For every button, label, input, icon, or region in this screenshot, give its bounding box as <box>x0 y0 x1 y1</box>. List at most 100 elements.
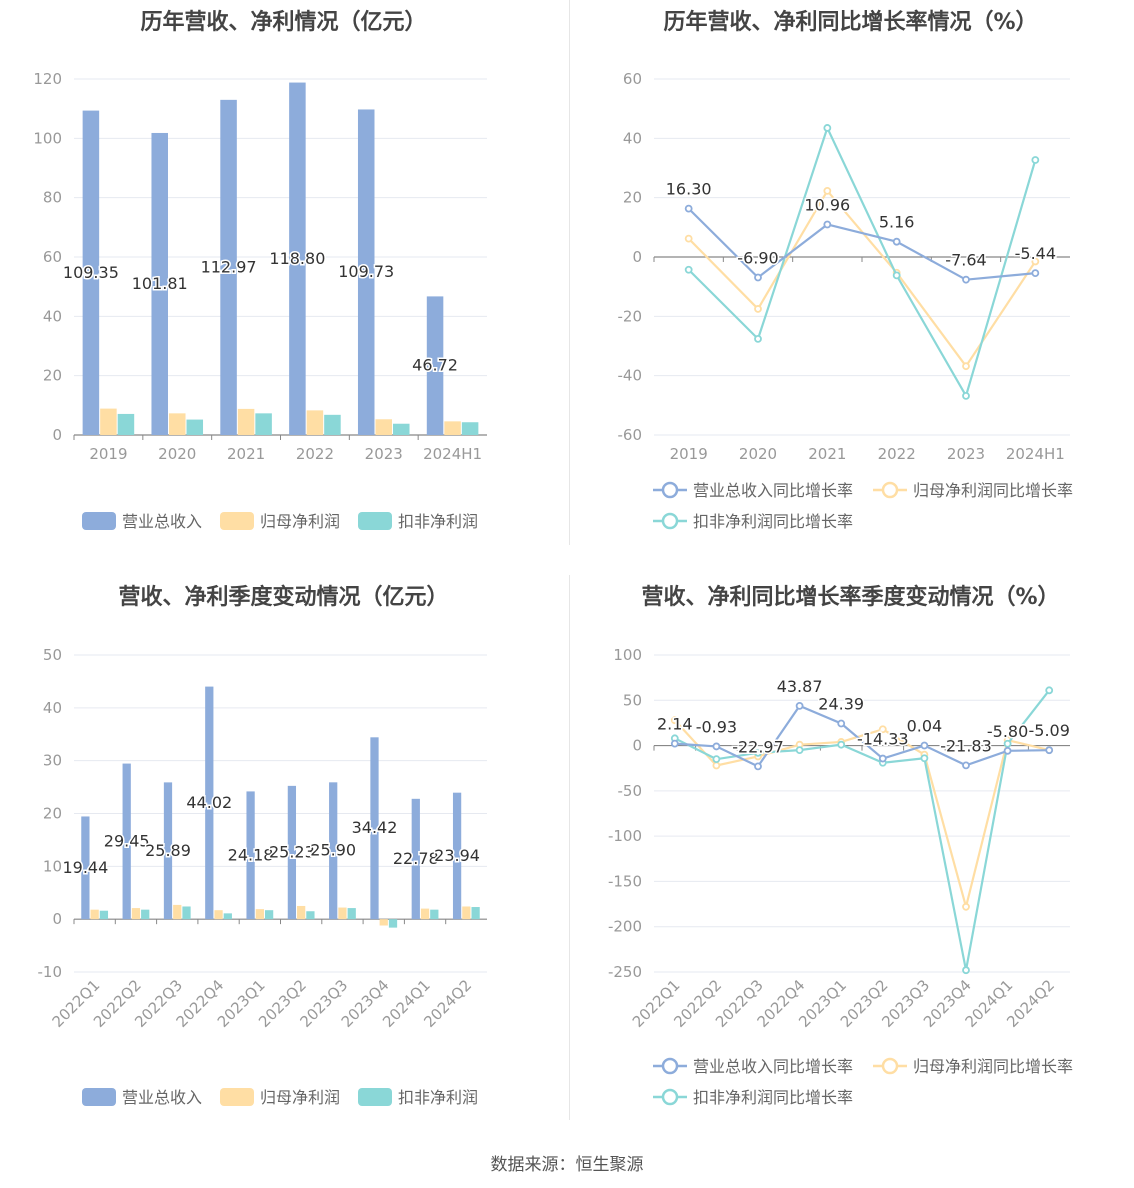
series-line <box>687 207 1036 281</box>
series-point <box>795 746 804 755</box>
bar <box>90 909 99 920</box>
legend-marker <box>661 1057 679 1075</box>
series-point <box>962 275 970 284</box>
bar <box>347 908 356 920</box>
series-point <box>754 334 762 343</box>
series-point <box>823 186 832 195</box>
bar-value-label: 46.72 <box>412 356 458 375</box>
point-value-label: 2.14 <box>657 715 693 734</box>
y-tick-label: 10 <box>43 857 62 875</box>
series-point <box>754 748 762 757</box>
chart-title: 营收、净利季度变动情况（亿元） <box>118 585 449 610</box>
bar-value-label: 118.80 <box>269 249 325 268</box>
annual-growth-rate-panel: 历年营收、净利同比增长率情况（%） -60 -40 -20 0 20 40 60 2019 20… <box>567 0 1134 560</box>
bar <box>287 785 297 920</box>
bar <box>220 99 237 436</box>
bar <box>444 421 461 435</box>
bar <box>430 909 439 920</box>
data-source-text: 数据来源：恒生聚源 <box>490 1155 644 1175</box>
series-point <box>962 761 970 770</box>
legend-label: 归母净利润 <box>260 1088 340 1107</box>
legend-item: 扣非净利润 <box>358 512 478 531</box>
legend-swatch <box>358 512 392 530</box>
legend-label: 营业总收入同比增长率 <box>693 481 853 500</box>
series-point <box>670 739 679 748</box>
series-point <box>754 273 762 282</box>
bar-value-label: 112.97 <box>201 257 257 276</box>
series-point <box>823 220 832 229</box>
bar <box>264 910 274 920</box>
bar <box>462 906 471 920</box>
y-tick-label: 60 <box>43 248 62 266</box>
series-point <box>1031 156 1040 164</box>
legend-swatch <box>220 512 254 530</box>
legend-swatch <box>220 1088 254 1106</box>
series-point <box>1003 739 1012 748</box>
bar <box>255 413 272 435</box>
legend-label: 营业总收入 <box>122 512 202 531</box>
bar-value-label: 101.81 <box>132 274 188 293</box>
legend-item: 营业总收入 <box>82 512 202 531</box>
bar <box>452 792 462 920</box>
series-point <box>754 762 762 771</box>
point-value-label: 43.87 <box>777 677 823 696</box>
y-tick-label: 80 <box>43 189 62 207</box>
series-line <box>687 124 1037 399</box>
bar-value-label: 29.45 <box>104 831 150 850</box>
bar <box>246 791 255 920</box>
point-value-label: -21.83 <box>940 736 992 755</box>
legend-swatch <box>358 1088 392 1106</box>
legend-swatch <box>82 512 116 530</box>
y-tick-label: -50 <box>618 782 643 800</box>
series-point <box>754 305 762 313</box>
legend-item: 营业总收入 <box>82 1088 202 1107</box>
legend-item: 归母净利润同比增长率 <box>873 1057 1073 1076</box>
quarterly-growth-rate-panel: 营收、净利同比增长率季度变动情况（%） -250 -200 -150 -100 -50 0… <box>567 575 1134 1135</box>
y-tick-label: -40 <box>618 367 643 385</box>
legend-label: 归母净利润同比增长率 <box>913 481 1073 500</box>
bar <box>379 919 388 926</box>
bar <box>297 905 306 920</box>
legend-item: 归母净利润 <box>220 512 340 531</box>
bar-value-label: 25.90 <box>310 841 356 860</box>
bar <box>461 422 479 435</box>
series-point <box>684 234 693 243</box>
series-point <box>920 741 929 750</box>
y-tick-label: 100 <box>33 129 62 147</box>
bar-value-label: 109.35 <box>63 263 119 282</box>
y-tick-label: 120 <box>33 70 62 88</box>
series-point <box>684 265 693 274</box>
bar <box>426 296 444 435</box>
point-value-label: -5.09 <box>1028 721 1069 740</box>
series-point <box>1031 257 1040 266</box>
bar <box>357 109 375 436</box>
series-point <box>878 725 887 734</box>
bar <box>306 410 324 435</box>
bar <box>186 419 204 435</box>
bar-value-label: 44.02 <box>186 793 232 812</box>
series-point <box>1045 746 1054 755</box>
y-tick-label: -10 <box>38 963 63 981</box>
point-value-label: -6.90 <box>737 248 778 267</box>
y-tick-label: 100 <box>613 646 642 664</box>
y-tick-label: 40 <box>623 129 642 147</box>
point-value-label: -14.33 <box>857 730 909 749</box>
point-value-label: 5.16 <box>879 213 915 232</box>
series-point <box>795 701 804 710</box>
bar <box>420 908 430 920</box>
x-tick-label: 2024H1 <box>1006 445 1065 463</box>
bar-value-label: 23.94 <box>434 846 480 865</box>
series-line <box>687 188 1037 369</box>
x-tick-label: 2020 <box>739 445 777 463</box>
bar <box>151 132 168 435</box>
bar <box>237 408 255 435</box>
series-point <box>962 391 970 400</box>
bar-value-label: 22.78 <box>393 849 439 868</box>
legend-swatch <box>82 1088 116 1106</box>
series-point <box>1031 269 1040 278</box>
bar <box>370 737 379 920</box>
point-value-label: -5.44 <box>1015 244 1056 263</box>
series-point <box>684 204 693 213</box>
bar <box>122 763 131 920</box>
bar <box>329 782 338 920</box>
